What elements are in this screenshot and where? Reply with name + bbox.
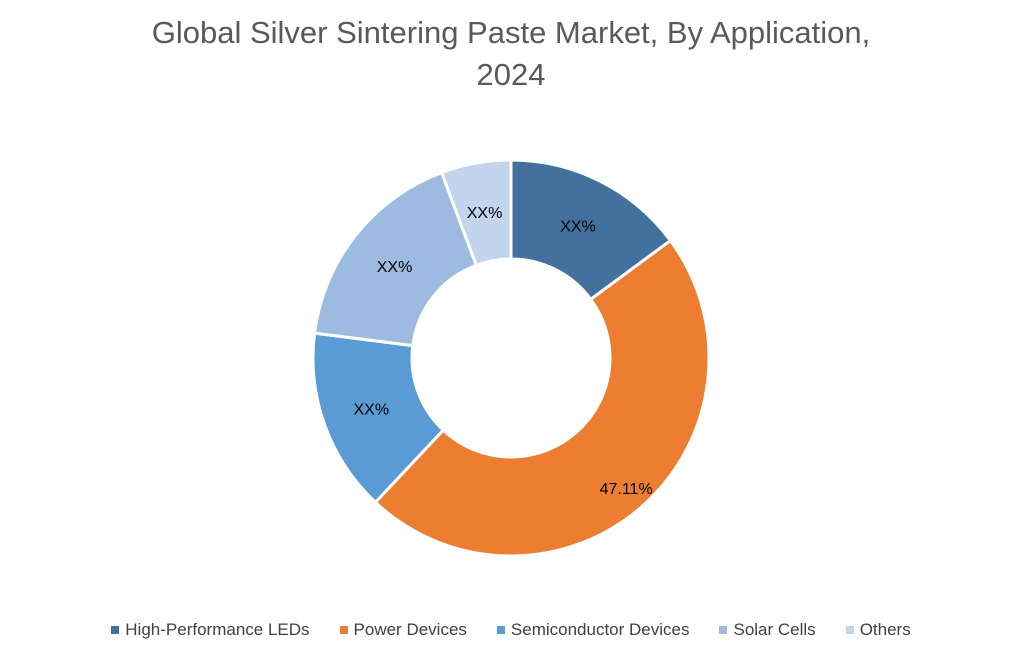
donut-slice-others[interactable] [439,158,513,268]
data-label-high-performance-leds: XX% [560,218,596,235]
chart-title: Global Silver Sintering Paste Market, By… [0,12,1022,96]
legend-label: Others [859,620,911,639]
legend-label: Power Devices [353,620,467,639]
legend: High-Performance LEDs Power Devices Semi… [0,620,1022,640]
legend-item-semiconductor-devices[interactable]: Semiconductor Devices [496,620,690,640]
legend-label: Solar Cells [733,620,816,639]
data-label-power-devices: 47.11% [600,481,653,498]
legend-swatch [111,626,120,634]
legend-swatch [339,626,348,634]
data-label-others: XX% [467,205,503,222]
legend-item-power-devices[interactable]: Power Devices [339,620,467,640]
legend-item-solar-cells[interactable]: Solar Cells [719,620,816,640]
legend-swatch [719,626,728,634]
legend-item-high-performance-leds[interactable]: High-Performance LEDs [111,620,310,640]
chart-title-line-1: Global Silver Sintering Paste Market, By… [151,15,871,50]
chart-title-line-2: 2024 [476,57,546,92]
donut-slice-power-devices[interactable] [373,238,711,558]
donut-slice-solar-cells[interactable] [312,170,479,348]
legend-swatch [845,626,854,634]
data-label-solar-cells: XX% [377,259,413,276]
legend-label: High-Performance LEDs [125,620,310,639]
data-label-semiconductor-devices: XX% [353,401,389,418]
legend-label: Semiconductor Devices [510,620,690,639]
legend-item-others[interactable]: Others [845,620,911,640]
legend-swatch [496,626,505,634]
